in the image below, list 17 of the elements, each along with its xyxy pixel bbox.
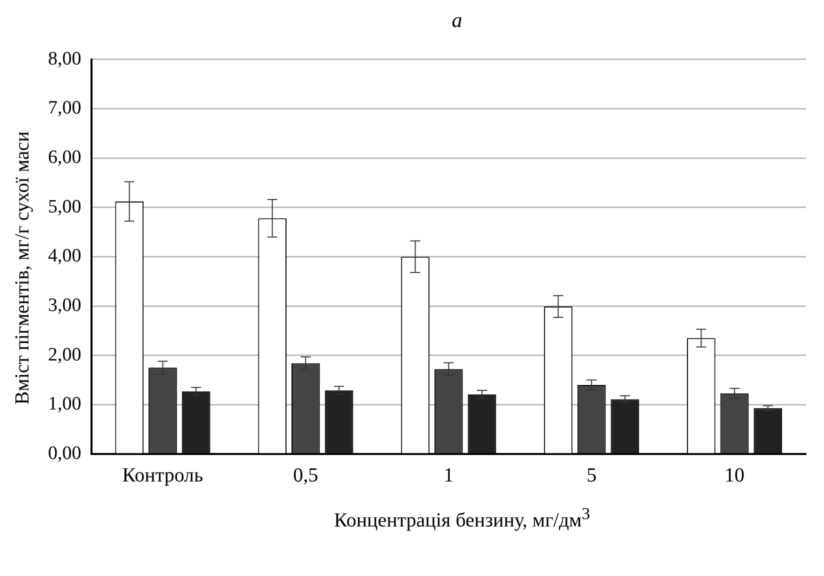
y-tick-label: 4,00 — [48, 246, 82, 267]
y-tick-label: 3,00 — [48, 295, 82, 316]
y-tick-label: 7,00 — [48, 98, 82, 119]
y-axis-title: Вміст пігментів, мг/г сухої маси — [12, 131, 34, 405]
y-tick-label: 8,00 — [48, 48, 82, 70]
x-tick-label: 5 — [586, 464, 597, 486]
x-tick-label: Контроль — [122, 464, 204, 486]
y-tick-label: 1,00 — [48, 394, 82, 415]
chart-title: a — [450, 8, 464, 34]
y-tick-label: 6,00 — [48, 147, 82, 168]
y-tick-label: 2,00 — [48, 344, 82, 366]
y-tick-label: 0,00 — [48, 442, 82, 464]
y-tick-label: 5,00 — [48, 196, 82, 218]
x-axis-title: Концентрація бензину, мг/дм$^{3}$ — [332, 504, 592, 533]
x-tick-label: 1 — [444, 464, 454, 486]
x-tick-label: 0,5 — [293, 464, 318, 486]
x-tick-label: 10 — [724, 464, 745, 486]
